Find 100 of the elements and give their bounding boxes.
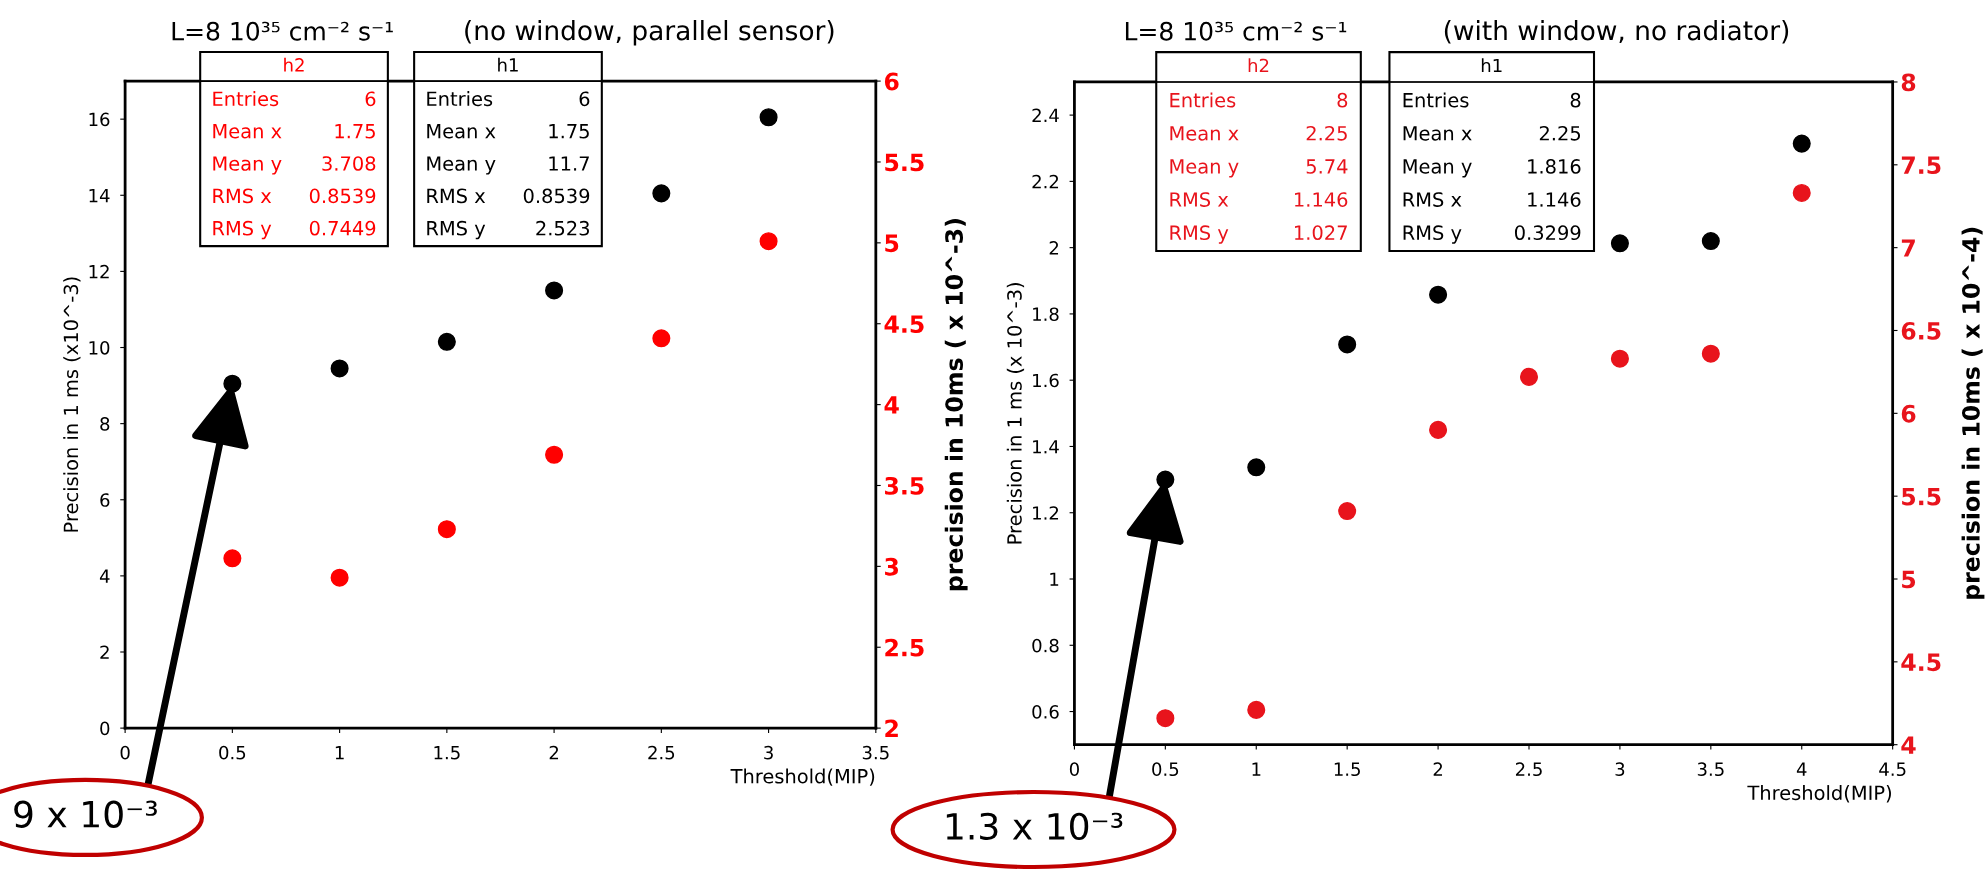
text: h1 [498,57,518,72]
point [1156,709,1175,728]
point [759,108,778,127]
point [437,332,456,351]
y2-tick-label: 5.5 [885,153,924,172]
y-tick-label: 12 [89,264,109,279]
x-tick-label: 2.5 [1515,762,1542,777]
point [1156,470,1175,489]
point [545,445,564,464]
x-tick-label: 0.5 [219,745,246,760]
point [545,281,564,300]
point [1701,344,1720,363]
text: Entries 8 Mean x 2.25 Mean y 1.816 RMS x 1.146 RMS y 0.3299 [1403,92,1581,244]
text: h1 [1481,58,1502,73]
y-tick-label: 0.6 [1032,705,1059,719]
y-tick-label: 1.4 [1033,440,1059,454]
point [1610,349,1629,368]
y-tick-label: 14 [89,188,110,203]
y2-tick-label: 4.5 [884,315,924,334]
point [1338,335,1357,354]
point [437,520,456,539]
annotation: 1.3 x 10⁻³ [946,812,1123,840]
y-tick-label: 1 [1050,572,1059,586]
point [223,549,242,568]
point [223,374,242,393]
y-axis-title: Precision in 1 ms (x 10^-3) [1006,283,1025,544]
y2-tick-label: 3.5 [885,476,924,495]
text: Entries 8 Mean x 2.25 Mean y 5.74 RMS x 1.146 RMS y 1.027 [1170,92,1348,244]
point [759,232,778,251]
x-tick-label: 0 [120,745,130,760]
y-tick-label: 1.8 [1033,307,1059,322]
y2-tick-label: 6 [1901,404,1916,423]
x-tick-label: 3 [1615,762,1625,777]
y-tick-label: 8 [100,417,110,431]
x-tick-label: 3.5 [862,745,889,760]
chart-title: L=8 10³⁵ cm⁻² s⁻¹ [172,21,393,41]
y2-tick-label: 5.5 [1902,487,1941,506]
point [1792,183,1811,203]
y2-tick-label: 7.5 [1901,156,1941,175]
point [652,329,671,348]
point [1247,458,1266,477]
x-tick-label: 2 [549,745,559,760]
point [330,359,349,378]
x-tick-label: 3 [764,745,773,760]
x-axis-title: Threshold(MIP) [730,768,875,786]
y2-tick-label: 5 [885,234,899,253]
point [1429,420,1448,439]
y2-tick-label: 6 [884,72,899,91]
chart-title: L=8 10³⁵ cm⁻² s⁻¹ [1125,21,1347,41]
point [1701,231,1720,251]
x-tick-label: 2.5 [648,745,675,760]
chart-subtitle: (no window, parallel sensor) [465,19,834,46]
y2-axis-title: precision in 10ms ( x 10^-4) [1961,227,1985,599]
y2-tick-label: 4.5 [1901,653,1941,672]
x-tick-label: 4 [1796,762,1807,776]
point [652,184,671,203]
x-tick-label: 1.5 [1334,762,1360,777]
y2-axis-title: precision in 10ms ( x 10^-3) [944,219,968,591]
text: h2 [1248,58,1269,73]
y-tick-label: 10 [89,340,110,355]
x-tick-label: 1.5 [434,746,460,760]
y2-tick-label: 2.5 [885,638,924,657]
y-tick-label: 0 [100,721,110,736]
y-tick-label: 0.8 [1032,638,1059,653]
text: Entries 6 Mean x 1.75 Mean y 3.708 RMS x 0.8539 RMS y 0.7449 [213,91,376,240]
y2-tick-label: 5 [1902,570,1916,589]
y-tick-label: 2 [100,645,109,659]
point [1429,285,1448,304]
y2-tick-label: 8 [1901,73,1916,92]
x-tick-label: 1 [335,746,344,760]
text: h2 [284,57,304,72]
y-tick-label: 16 [89,112,110,127]
chart-subtitle: (with window, no radiator) [1444,19,1789,44]
y-tick-label: 4 [99,569,110,583]
x-tick-label: 0.5 [1152,762,1179,777]
y-tick-label: 1.6 [1033,373,1059,388]
x-tick-label: 1 [1252,762,1261,776]
point [1519,367,1539,386]
y2-tick-label: 6.5 [1901,321,1941,340]
x-tick-label: 3.5 [1697,762,1724,777]
y-tick-label: 1.2 [1033,506,1059,520]
y-tick-label: 2.4 [1032,108,1059,122]
point [1338,502,1357,521]
y-tick-label: 2.2 [1032,174,1059,189]
y2-tick-label: 2 [885,719,898,738]
x-tick-label: 4.5 [1879,762,1906,777]
annotation: 9 x 10⁻³ [14,800,157,828]
y2-tick-label: 3 [885,557,899,576]
y-tick-label: 2 [1049,241,1059,255]
y-tick-label: 6 [100,493,110,507]
x-axis-title: Threshold(MIP) [1747,785,1891,803]
y2-tick-label: 7 [1901,239,1915,257]
x-tick-label: 0 [1069,762,1079,777]
x-tick-label: 2 [1433,762,1443,776]
point [330,568,349,587]
y-axis-title: Precision in 1 ms (x10^-3) [63,277,81,532]
text: Entries 6 Mean x 1.75 Mean y 11.7 RMS x 0.8539 RMS y 2.523 [427,91,590,240]
point [1792,134,1811,153]
point [1610,234,1629,253]
point [1247,700,1266,719]
